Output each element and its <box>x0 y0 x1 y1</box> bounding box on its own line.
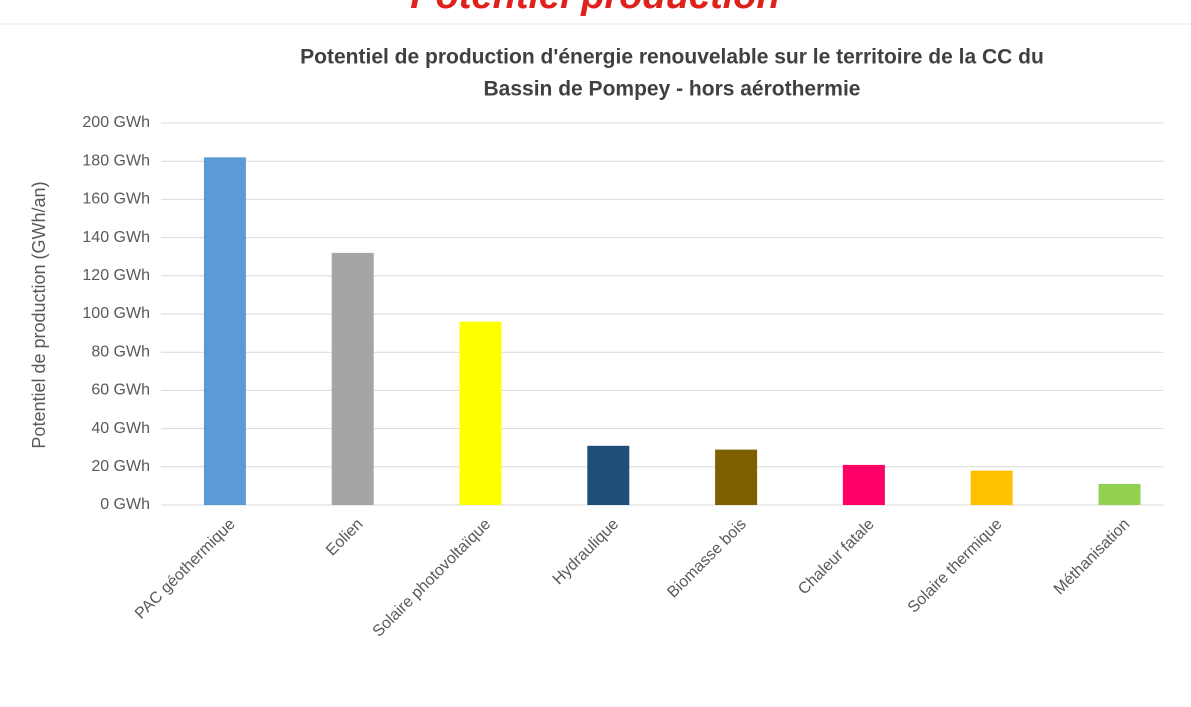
y-tick-label: 20 GWh <box>91 458 150 475</box>
chart-title: Potentiel de production d'énergie renouv… <box>300 46 1044 69</box>
y-tick-label: 60 GWh <box>91 382 150 399</box>
page-heading: Potentiel production <box>410 0 779 17</box>
bar <box>715 449 758 505</box>
bar <box>842 464 885 505</box>
y-tick-label: 160 GWh <box>82 191 150 208</box>
bar <box>331 252 374 505</box>
x-tick-label: Biomasse bois <box>664 516 750 602</box>
x-tick-label: Solaire thermique <box>905 516 1006 617</box>
x-tick-label: Eolien <box>323 516 366 559</box>
y-tick-label: 0 GWh <box>100 496 150 513</box>
x-tick-label: Hydraulique <box>550 516 622 588</box>
bar <box>970 470 1013 505</box>
bar <box>203 157 246 505</box>
bar <box>459 321 502 505</box>
y-tick-label: 200 GWh <box>82 114 150 131</box>
bar <box>1098 483 1141 505</box>
y-tick-label: 140 GWh <box>82 229 150 246</box>
x-tick-label: Méthanisation <box>1051 516 1133 598</box>
y-axis-label: Potentiel de production (GWh/an) <box>29 181 49 448</box>
y-tick-label: 40 GWh <box>91 420 150 437</box>
x-tick-label: Solaire photovoltaïque <box>370 516 495 641</box>
y-tick-label: 180 GWh <box>82 152 150 169</box>
chart-title: Bassin de Pompey - hors aérothermie <box>484 78 861 101</box>
x-tick-label: PAC géothermique <box>132 516 239 623</box>
y-tick-label: 100 GWh <box>82 305 150 322</box>
y-tick-label: 120 GWh <box>82 267 150 284</box>
bar <box>587 445 630 505</box>
x-tick-label: Chaleur fatale <box>795 516 878 599</box>
y-tick-label: 80 GWh <box>91 343 150 360</box>
